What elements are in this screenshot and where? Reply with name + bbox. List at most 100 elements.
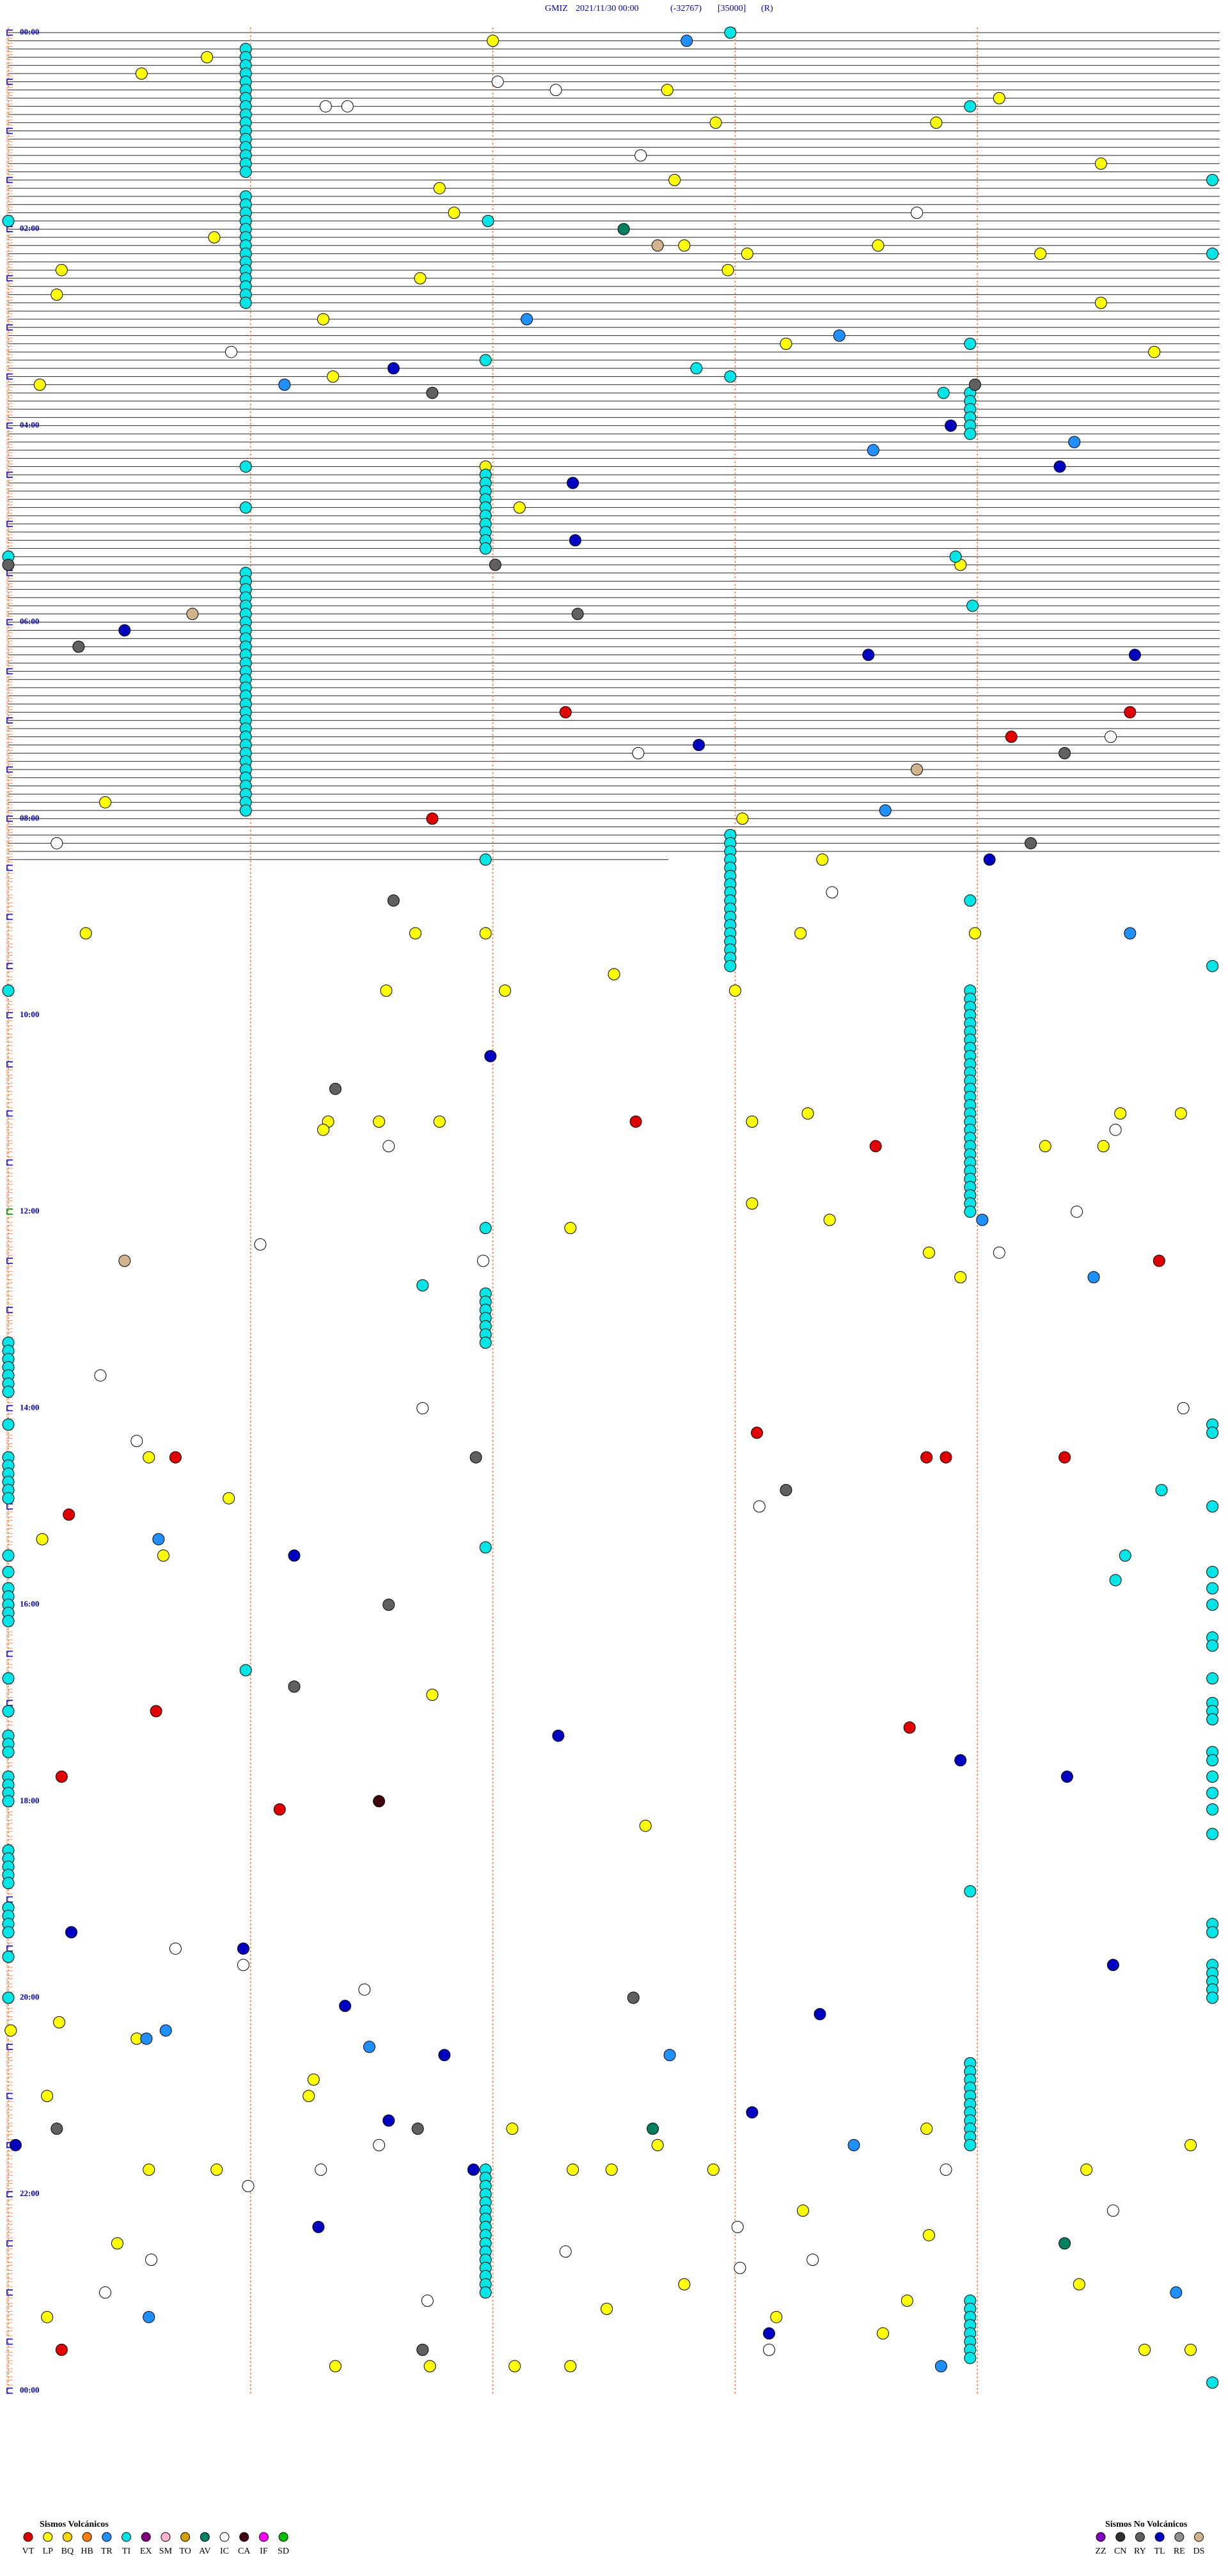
row-marker	[6, 316, 13, 322]
event	[327, 370, 340, 383]
event	[1097, 1140, 1110, 1153]
row-marker	[6, 1274, 13, 1281]
row-marker	[6, 2142, 13, 2149]
event	[920, 1451, 933, 1464]
event	[426, 386, 439, 399]
event	[1059, 1451, 1071, 1464]
legend-label: HB	[81, 2547, 93, 2556]
event	[329, 2360, 342, 2373]
event	[1053, 460, 1066, 473]
legend-swatch	[102, 2532, 112, 2542]
time-label: 08:00	[20, 813, 39, 823]
event	[762, 2343, 775, 2356]
row-marker	[6, 1650, 13, 1657]
event	[746, 1115, 759, 1128]
event	[2, 1672, 15, 1685]
event	[1005, 731, 1018, 743]
event	[382, 1599, 395, 1611]
event	[1025, 837, 1037, 849]
event	[2, 1615, 15, 1627]
row-marker	[6, 283, 13, 290]
row-marker	[6, 463, 13, 470]
row-marker	[6, 2314, 13, 2320]
event	[1206, 1803, 1219, 1816]
row-marker	[6, 2248, 13, 2255]
row-marker	[6, 447, 13, 454]
time-label: 04:00	[20, 420, 39, 429]
event	[559, 2245, 572, 2258]
events	[2, 26, 1219, 2389]
event	[426, 1688, 439, 1701]
event	[2, 1877, 15, 1890]
event	[876, 2327, 889, 2340]
time-label: 14:00	[20, 1402, 39, 1412]
event	[9, 2138, 22, 2151]
event	[869, 1140, 882, 1153]
row-marker	[6, 1143, 13, 1150]
legend-label: IC	[220, 2547, 229, 2556]
row-marker	[6, 1053, 13, 1059]
event	[934, 2360, 947, 2373]
event	[312, 2220, 325, 2233]
time-label: 00:00	[20, 2385, 39, 2394]
event	[55, 264, 68, 276]
event	[65, 1926, 77, 1939]
event	[1073, 2278, 1085, 2291]
event	[993, 91, 1005, 104]
event	[416, 1402, 429, 1414]
row-marker	[6, 488, 13, 494]
legend-label: EX	[140, 2547, 152, 2556]
legend-swatch	[239, 2532, 249, 2542]
row-marker	[6, 1036, 13, 1043]
row-marker	[6, 1102, 13, 1109]
scale: [35000]	[718, 4, 746, 13]
event	[634, 149, 647, 162]
event	[1206, 1828, 1219, 1840]
row-marker	[6, 652, 13, 658]
event	[223, 1492, 235, 1505]
row-marker	[6, 2216, 13, 2222]
row-marker	[6, 2224, 13, 2230]
row-marker	[6, 864, 13, 871]
row-marker	[6, 1159, 13, 1166]
row-marker	[6, 144, 13, 150]
event	[237, 1942, 249, 1955]
event	[467, 2163, 480, 2176]
row-marker	[6, 1536, 13, 1542]
event	[380, 984, 393, 997]
event	[239, 296, 252, 309]
event	[409, 927, 421, 940]
event	[968, 927, 981, 940]
event	[433, 1115, 446, 1128]
row-marker	[6, 161, 13, 167]
row-marker	[6, 2175, 13, 2181]
event	[99, 796, 112, 809]
event	[33, 378, 46, 391]
time-label: 16:00	[20, 1599, 39, 1609]
event	[571, 608, 584, 620]
row-marker	[6, 2346, 13, 2353]
row-marker	[6, 930, 13, 936]
event	[2, 1746, 15, 1758]
event	[1206, 1500, 1219, 1513]
legend-swatch	[219, 2532, 230, 2542]
event	[1206, 1426, 1219, 1439]
time-label: 10:00	[20, 1009, 39, 1019]
row-marker	[6, 2150, 13, 2156]
row-marker	[6, 390, 13, 396]
row-marker	[6, 521, 13, 527]
event	[242, 2179, 255, 2192]
event	[476, 1254, 489, 1267]
event	[753, 1500, 766, 1513]
time-label: 20:00	[20, 1992, 39, 2002]
event	[922, 2229, 935, 2241]
row-marker	[6, 1634, 13, 1641]
row-marker	[6, 2158, 13, 2165]
event	[36, 1533, 49, 1545]
event	[826, 886, 838, 899]
event	[1080, 2163, 1093, 2176]
event	[629, 1115, 642, 1128]
row-marker	[6, 1045, 13, 1051]
row-marker	[6, 881, 13, 887]
row-marker	[6, 1217, 13, 1223]
